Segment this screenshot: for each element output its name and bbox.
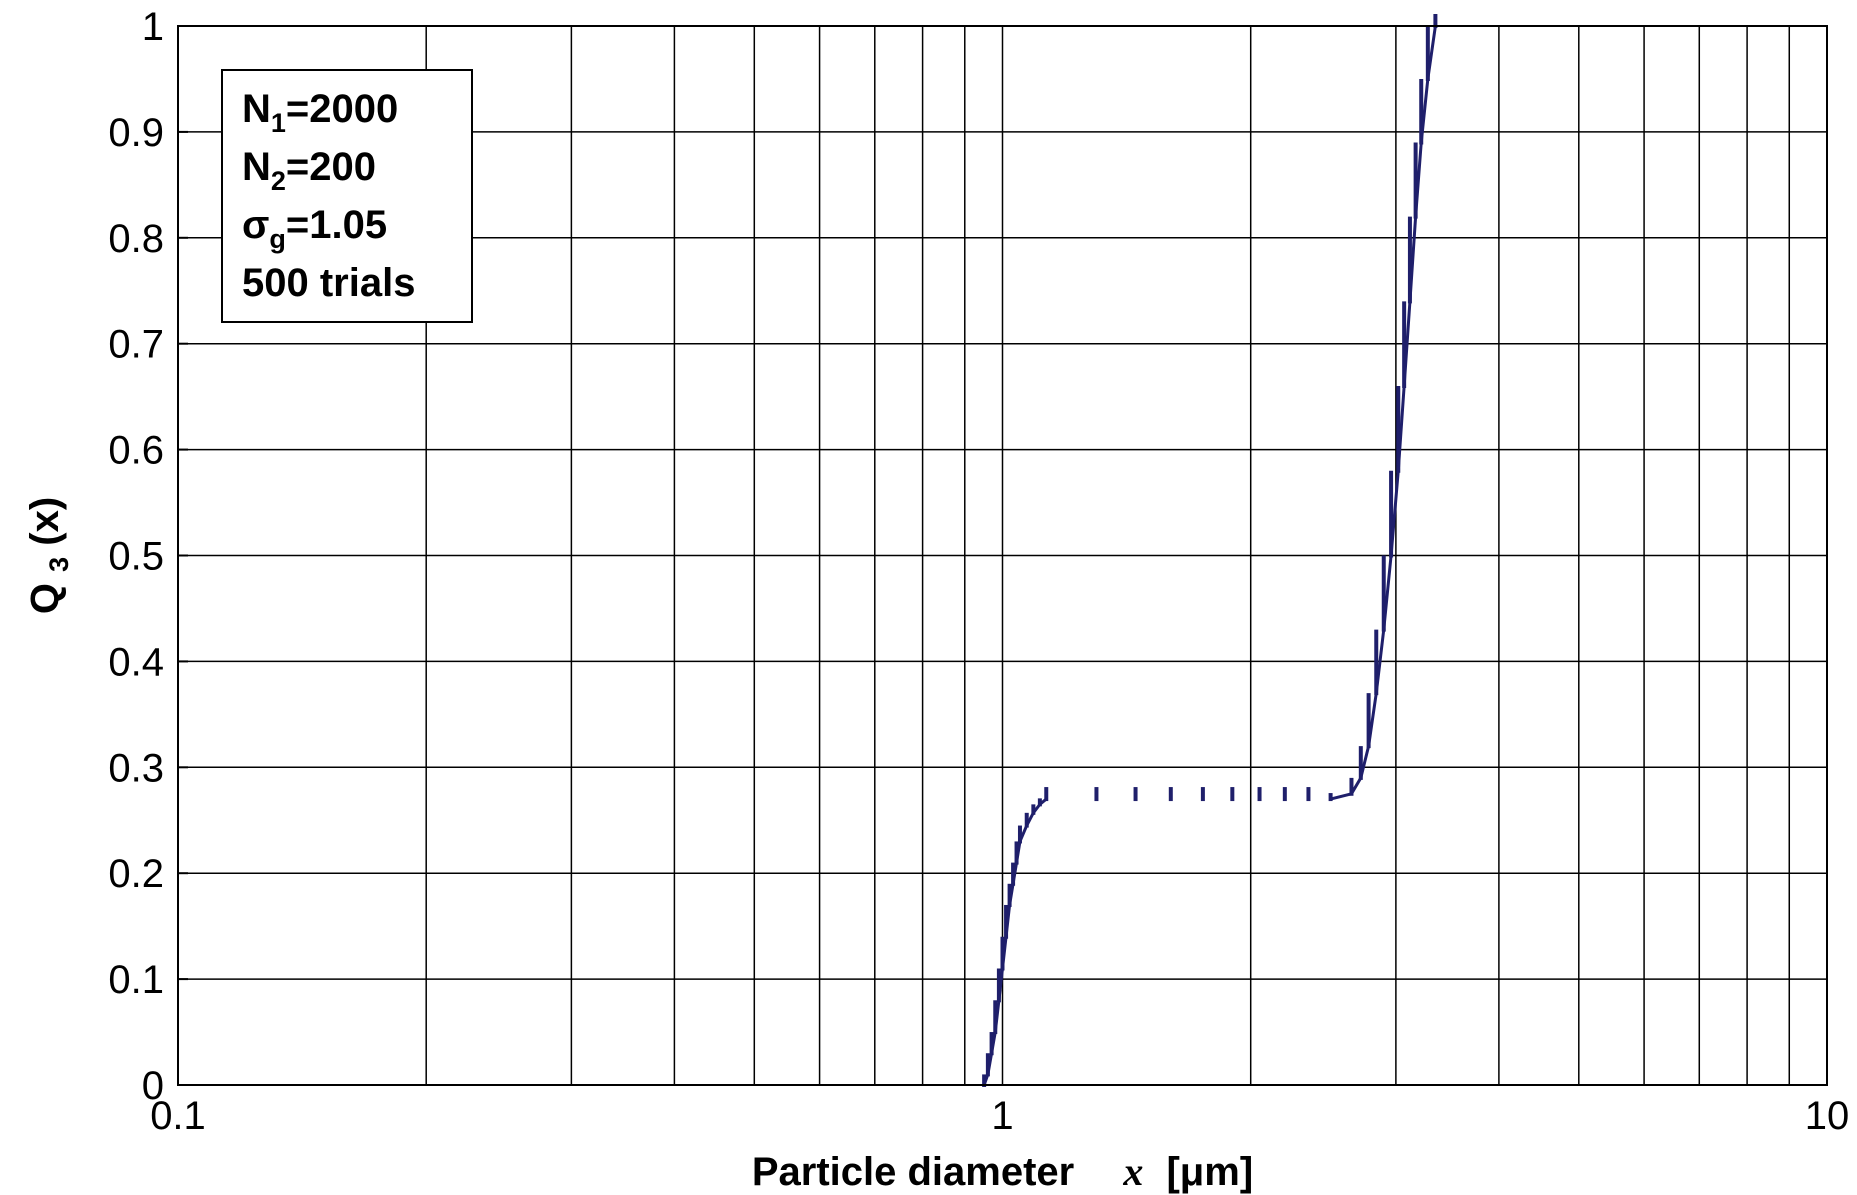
x-axis-title-text: Particle diameter [752, 1150, 1074, 1194]
y-axis-title-main: Q [23, 583, 67, 614]
x-tick-label: 0.1 [150, 1094, 206, 1138]
annotation-main: N [242, 145, 271, 189]
annotation-sub: 1 [271, 108, 286, 138]
x-tick-labels: 0.1 1 10 [150, 1094, 1849, 1138]
annotation-box-frame [221, 69, 473, 323]
annotation-main: 500 trials [242, 261, 415, 305]
y-tick-label: 0.4 [108, 640, 164, 684]
x-tick-label: 10 [1805, 1094, 1850, 1138]
y-axis-title-sub: 3 [44, 557, 74, 572]
y-tick-label: 0.3 [108, 746, 164, 790]
y-tick-label: 0.9 [108, 111, 164, 155]
y-axis-title-suffix: (x) [23, 497, 67, 546]
x-axis-title: Particle diameter x [μm] [752, 1149, 1253, 1194]
annotation-value: =200 [286, 145, 376, 189]
annotation-sub: g [269, 224, 286, 254]
y-tick-label: 0.1 [108, 958, 164, 1002]
x-axis-title-variable: x [1122, 1149, 1143, 1194]
axis-ticks [178, 25, 188, 1086]
y-tick-label: 0.6 [108, 429, 164, 473]
annotation-line: 500 trials [242, 261, 415, 305]
y-tick-labels: 0 0.1 0.2 0.3 0.4 0.5 0.6 0.7 0.8 0.9 1 [108, 5, 164, 1108]
annotation-value: =1.05 [286, 203, 387, 247]
annotation-line: σg=1.05 [242, 203, 387, 254]
annotation-line: N1=2000 [242, 87, 398, 138]
y-axis-title: Q 3 (x) [23, 497, 77, 614]
x-axis-title-unit: [μm] [1166, 1150, 1253, 1194]
annotation-main: σ [242, 203, 269, 247]
y-tick-label: 0.2 [108, 852, 164, 896]
series-line [982, 25, 1437, 1086]
y-tick-label: 0.8 [108, 217, 164, 261]
annotation-sub: 2 [271, 166, 286, 196]
y-tick-label: 0.7 [108, 323, 164, 367]
y-tick-label: 0.5 [108, 535, 164, 579]
y-tick-label: 0 [142, 1064, 164, 1108]
x-tick-label: 1 [991, 1094, 1013, 1138]
y-tick-label: 1 [142, 5, 164, 49]
annotation-line: N2=200 [242, 145, 376, 196]
series-q3 [982, 14, 1438, 1087]
annotation-value: =2000 [286, 87, 398, 131]
annotation-main: N [242, 87, 271, 131]
